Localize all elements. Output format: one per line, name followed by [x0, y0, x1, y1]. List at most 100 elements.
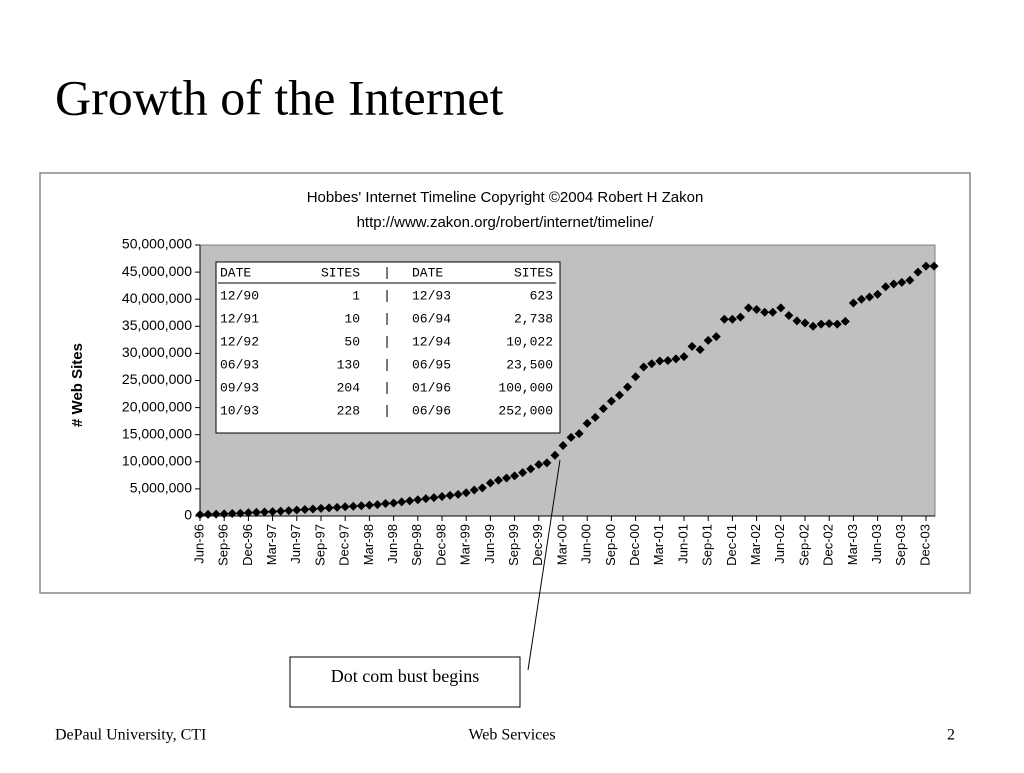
data-point [582, 418, 592, 428]
annotation: Dot com bust begins [331, 666, 480, 686]
data-point [695, 345, 705, 355]
data-point [865, 292, 875, 302]
data-point [623, 382, 633, 392]
data-point [921, 261, 931, 271]
x-tick-label: Jun-03 [869, 524, 884, 564]
data-point [792, 316, 802, 326]
data-point [284, 506, 294, 516]
data-point [461, 488, 471, 498]
table-cell: 10 [344, 311, 360, 326]
data-point [687, 341, 697, 351]
x-tick-label: Sep-02 [796, 524, 811, 566]
y-axis-label: # Web Sites [69, 343, 86, 427]
x-tick-label: Dec-98 [433, 524, 448, 566]
data-point [776, 303, 786, 313]
data-point [389, 498, 399, 508]
x-tick-label: Dec-00 [627, 524, 642, 566]
inset-table [215, 261, 561, 434]
data-point [784, 310, 794, 320]
data-point [768, 307, 778, 317]
data-point [566, 432, 576, 442]
table-cell: 252,000 [498, 403, 553, 418]
table-cell: 10/93 [220, 403, 259, 418]
data-point [856, 294, 866, 304]
table-separator: | [383, 357, 391, 372]
data-point [671, 354, 681, 364]
data-point [590, 412, 600, 422]
data-point [219, 509, 229, 519]
table-cell: 23,500 [506, 357, 553, 372]
data-point [614, 390, 624, 400]
y-tick-label: 35,000,000 [122, 317, 192, 333]
data-point [881, 282, 891, 292]
data-point [647, 359, 657, 369]
table-cell: 1 [352, 288, 360, 303]
data-point [211, 509, 221, 519]
data-point [848, 298, 858, 308]
table-cell: 06/93 [220, 357, 259, 372]
data-point [752, 304, 762, 314]
data-point [550, 450, 560, 460]
data-point [356, 501, 366, 511]
data-point [227, 509, 237, 519]
data-point [195, 510, 205, 520]
data-point [493, 475, 503, 485]
data-point [824, 319, 834, 329]
slide-title: Growth of the Internet [55, 69, 504, 125]
y-tick-label: 20,000,000 [122, 398, 192, 414]
table-cell: 204 [337, 380, 361, 395]
data-point [889, 279, 899, 289]
data-point [316, 503, 326, 513]
footer-right: 2 [947, 727, 955, 744]
data-point [631, 372, 641, 382]
table-header: DATE [220, 265, 251, 280]
y-tick-label: 0 [184, 507, 192, 523]
data-point [324, 503, 334, 513]
table-cell: 09/93 [220, 380, 259, 395]
data-point [526, 464, 536, 474]
data-point [308, 504, 318, 514]
data-point [735, 312, 745, 322]
x-tick-label: Sep-98 [409, 524, 424, 566]
data-point [679, 352, 689, 362]
x-tick-label: Mar-98 [361, 524, 376, 565]
data-point [744, 303, 754, 313]
plot: 0 5,000,000 10,000,000 15,000,000 20,000,000… [122, 236, 939, 566]
data-point [372, 500, 382, 510]
data-point [816, 319, 826, 329]
table-cell: 06/95 [412, 357, 451, 372]
data-point [421, 494, 431, 504]
x-tick-label: Sep-96 [216, 524, 231, 566]
data-point [502, 473, 512, 483]
table-cell: 50 [344, 334, 360, 349]
data-point [437, 491, 447, 501]
table-header: DATE [412, 265, 443, 280]
table-cell: 06/94 [412, 311, 451, 326]
chart-subtitle: http://www.zakon.org/robert/internet/tim… [357, 214, 655, 231]
x-tick-label: Jun-96 [191, 524, 206, 564]
data-point [518, 468, 528, 478]
table-cell: 12/92 [220, 334, 259, 349]
data-point [203, 509, 213, 519]
data-point [300, 504, 310, 514]
data-point [800, 318, 810, 328]
x-tick-label: Dec-02 [821, 524, 836, 566]
x-tick-label: Mar-00 [554, 524, 569, 565]
x-tick-label: Sep-99 [506, 524, 521, 566]
x-tick-label: Mar-03 [845, 524, 860, 565]
table-cell: 2,738 [514, 311, 553, 326]
y-tick-label: 45,000,000 [122, 263, 192, 279]
data-point [929, 261, 939, 271]
data-point [558, 441, 568, 451]
table-cell: 228 [337, 403, 360, 418]
table-separator: | [383, 334, 391, 349]
data-point [364, 500, 374, 510]
footer-center: Web Services [468, 727, 555, 744]
table-cell: 12/90 [220, 288, 259, 303]
table-separator: | [383, 288, 391, 303]
y-tick-label: 50,000,000 [122, 236, 192, 252]
table-cell: 130 [337, 357, 360, 372]
x-tick-label: Jun-97 [288, 524, 303, 564]
x-tick-label: Mar-02 [748, 524, 763, 565]
data-point [485, 478, 495, 488]
